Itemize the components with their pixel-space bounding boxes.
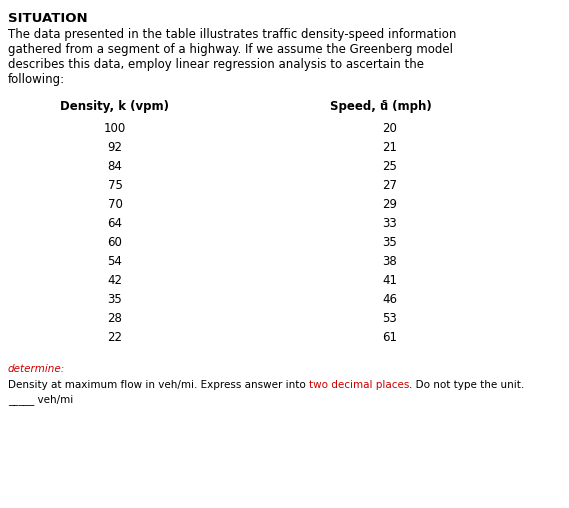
- Text: 84: 84: [108, 160, 122, 173]
- Text: 75: 75: [108, 179, 122, 192]
- Text: 20: 20: [382, 122, 397, 135]
- Text: following:: following:: [8, 73, 65, 86]
- Text: 92: 92: [108, 141, 122, 154]
- Text: 100: 100: [104, 122, 126, 135]
- Text: 33: 33: [382, 217, 397, 230]
- Text: 38: 38: [382, 255, 397, 268]
- Text: 61: 61: [382, 331, 398, 344]
- Text: (mph): (mph): [388, 100, 432, 113]
- Text: 25: 25: [382, 160, 397, 173]
- Text: 29: 29: [382, 198, 398, 211]
- Text: s: s: [382, 98, 387, 107]
- Text: 41: 41: [382, 274, 398, 287]
- Text: _____ veh/mi: _____ veh/mi: [8, 394, 73, 405]
- Text: 46: 46: [382, 293, 398, 306]
- Text: Density at maximum flow in veh/mi. Express answer into: Density at maximum flow in veh/mi. Expre…: [8, 380, 309, 390]
- Text: gathered from a segment of a highway. If we assume the Greenberg model: gathered from a segment of a highway. If…: [8, 43, 453, 56]
- Text: 53: 53: [382, 312, 397, 325]
- Text: 21: 21: [382, 141, 398, 154]
- Text: 42: 42: [108, 274, 122, 287]
- Text: 64: 64: [108, 217, 122, 230]
- Text: two decimal places: two decimal places: [309, 380, 409, 390]
- Text: 54: 54: [108, 255, 122, 268]
- Text: 70: 70: [108, 198, 122, 211]
- Text: determine:: determine:: [8, 364, 65, 374]
- Text: Density, k (vpm): Density, k (vpm): [60, 100, 170, 113]
- Text: 28: 28: [108, 312, 122, 325]
- Text: The data presented in the table illustrates traffic density-speed information: The data presented in the table illustra…: [8, 28, 456, 41]
- Text: 60: 60: [108, 236, 122, 249]
- Text: Speed, u: Speed, u: [330, 100, 388, 113]
- Text: . Do not type the unit.: . Do not type the unit.: [409, 380, 525, 390]
- Text: 35: 35: [108, 293, 122, 306]
- Text: 22: 22: [108, 331, 122, 344]
- Text: 35: 35: [382, 236, 397, 249]
- Text: SITUATION: SITUATION: [8, 12, 88, 25]
- Text: 27: 27: [382, 179, 398, 192]
- Text: describes this data, employ linear regression analysis to ascertain the: describes this data, employ linear regre…: [8, 58, 424, 71]
